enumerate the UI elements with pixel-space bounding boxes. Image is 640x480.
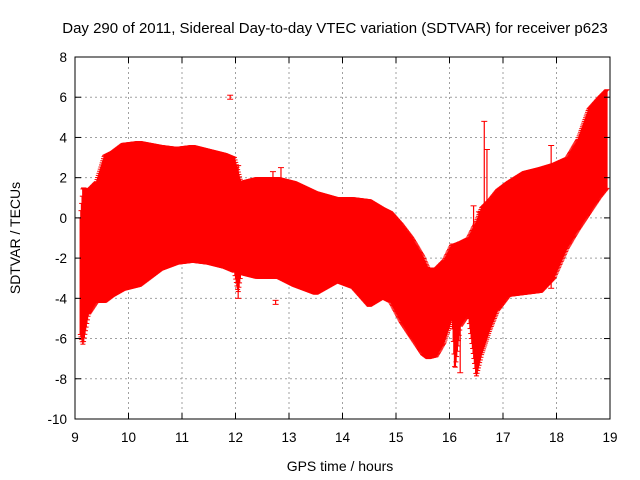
- x-tick-label: 16: [442, 430, 457, 445]
- y-tick-label: -4: [55, 291, 67, 306]
- y-tick-label: 0: [59, 211, 67, 226]
- x-tick-label: 10: [121, 430, 136, 445]
- y-tick-label: 4: [59, 130, 67, 145]
- chart-title: Day 290 of 2011, Sidereal Day-to-day VTE…: [62, 20, 608, 37]
- axis-ticks: 9 10 11 12 13 14 15 16 17 18 19 -10 -8 -6 -4 -2 0 2 4 6 8: [47, 50, 617, 445]
- y-tick-label: -10: [47, 412, 67, 427]
- y-tick-label: -8: [55, 372, 67, 387]
- x-tick-label: 9: [71, 430, 79, 445]
- x-axis-label: GPS time / hours: [287, 458, 394, 474]
- x-tick-label: 11: [175, 430, 189, 445]
- x-tick-label: 13: [281, 430, 296, 445]
- x-tick-label: 14: [335, 430, 351, 445]
- x-tick-label: 19: [602, 430, 617, 445]
- y-tick-label: 8: [59, 50, 67, 65]
- y-tick-label: 6: [59, 90, 67, 105]
- x-tick-label: 17: [495, 430, 510, 445]
- y-axis-label: SDTVAR / TECUs: [7, 182, 23, 294]
- x-tick-label: 15: [388, 430, 403, 445]
- series-sdtvar: [77, 89, 610, 377]
- y-tick-label: -6: [55, 332, 67, 347]
- x-tick-label: 12: [228, 430, 243, 445]
- x-tick-label: 18: [549, 430, 564, 445]
- y-tick-label: 2: [59, 171, 67, 186]
- y-tick-label: -2: [55, 251, 67, 266]
